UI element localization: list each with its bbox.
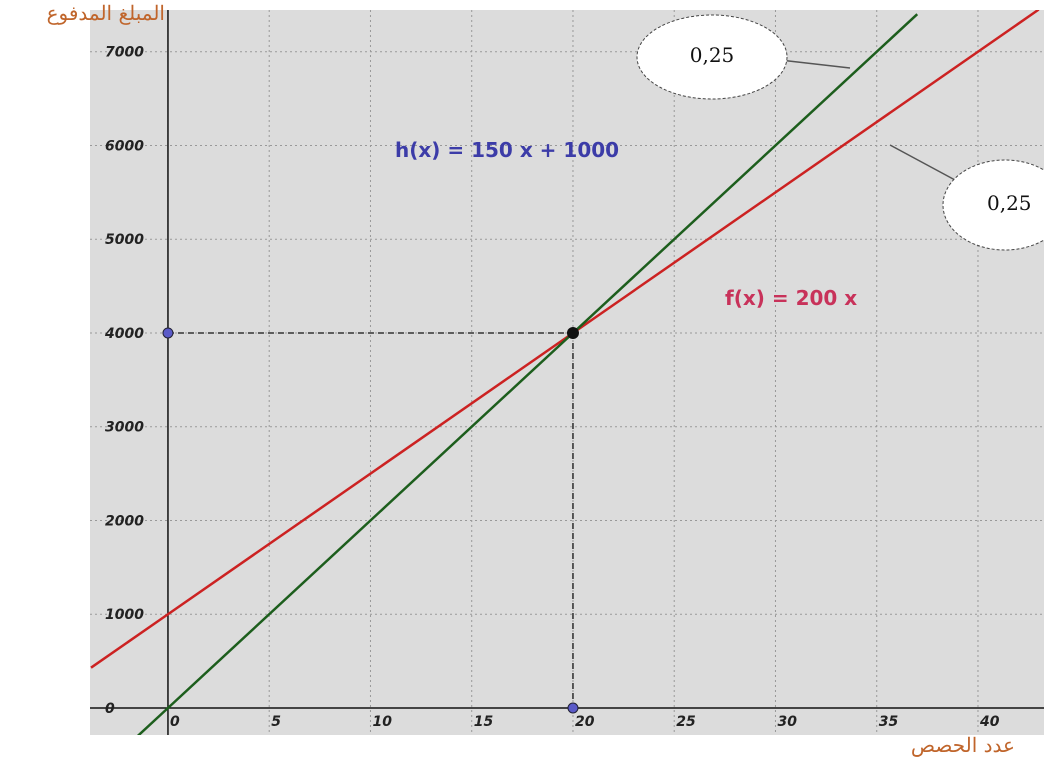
projection-point bbox=[162, 327, 174, 339]
x-tick-label: 20 bbox=[575, 714, 595, 730]
x-tick-label: 35 bbox=[879, 714, 899, 730]
x-tick-label: 30 bbox=[777, 714, 797, 730]
y-tick-label: 5000 bbox=[105, 232, 144, 248]
x-tick-label: 40 bbox=[979, 714, 1000, 730]
projection-point bbox=[567, 702, 579, 714]
x-axis-label: عدد الحصص bbox=[911, 733, 1015, 757]
y-tick-label: 6000 bbox=[105, 138, 144, 154]
y-tick-label: 2000 bbox=[105, 513, 144, 529]
x-tick-label: 15 bbox=[474, 714, 494, 730]
line bbox=[136, 13, 919, 735]
series-label: h(x) = 150 x + 1000 bbox=[395, 138, 619, 162]
y-tick-label: 3000 bbox=[105, 420, 144, 436]
y-tick-label: 4000 bbox=[104, 326, 144, 342]
x-tick-label: 10 bbox=[372, 714, 392, 730]
line bbox=[90, 10, 1040, 669]
plot-area bbox=[90, 10, 1044, 735]
y-tick-label: 7000 bbox=[105, 45, 144, 61]
annotation: 0,25 bbox=[987, 191, 1032, 215]
y-tick-label: 0 bbox=[105, 701, 115, 717]
x-tick-label: 5 bbox=[271, 714, 281, 730]
series-label: f(x) = 200 x bbox=[725, 286, 857, 310]
intersection-point bbox=[566, 326, 579, 339]
callout: 0,25 bbox=[889, 144, 1044, 251]
callout: 0,25 bbox=[636, 14, 851, 100]
x-tick-label: 0 bbox=[170, 714, 180, 730]
annotation: 0,25 bbox=[690, 43, 735, 67]
x-tick-label: 25 bbox=[676, 714, 696, 730]
y-tick-label: 1000 bbox=[105, 607, 144, 623]
y-axis-label: المبلغ المدفوع bbox=[47, 1, 165, 25]
